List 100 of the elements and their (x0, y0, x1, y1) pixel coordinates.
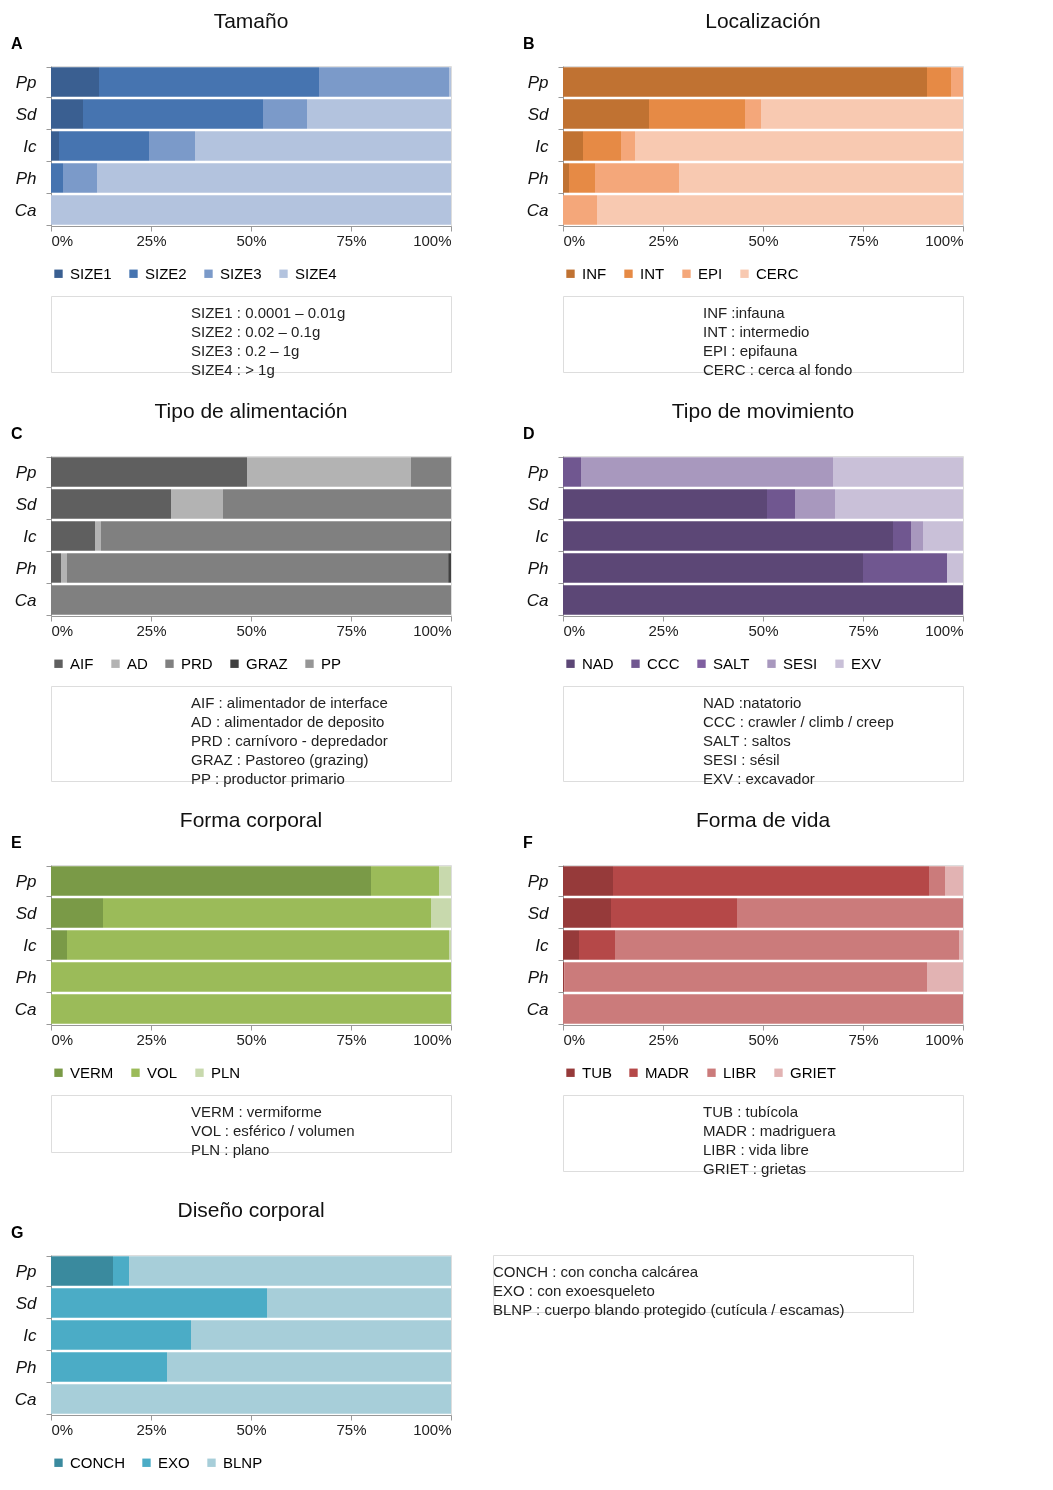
text: AIF : alimentador de interface (191, 693, 388, 711)
text: E (11, 834, 22, 851)
legend-label: VERM (70, 1063, 114, 1081)
legend-label: AD (127, 654, 148, 672)
legend-label: PP (321, 654, 342, 672)
chart-title: Localización (705, 9, 821, 32)
x-tick-label: 75% (336, 621, 367, 639)
legend-label: SESI (783, 654, 818, 672)
y-tick-label: Ic (23, 526, 37, 546)
legend-label: SALT (713, 654, 750, 672)
x-tick-label: 100% (413, 621, 452, 639)
text: CONCH : con concha calcárea (493, 1262, 699, 1280)
y-tick-label: Pp (527, 72, 549, 92)
legend-label: SIZE2 (145, 264, 187, 282)
y-tick-label: Sd (15, 494, 38, 514)
legend-label: BLNP (223, 1453, 263, 1471)
x-tick-label: 0% (51, 621, 74, 639)
text: VERM : vermiforme (191, 1102, 322, 1120)
y-tick-label: Ca (14, 1389, 37, 1409)
chart-title: Forma de vida (695, 808, 831, 831)
legend-label: MADR (645, 1063, 690, 1081)
legend-label: PRD (181, 654, 213, 672)
x-tick-label: 100% (925, 621, 964, 639)
text: VOL : esférico / volumen (191, 1121, 355, 1139)
legend-label: CERC (756, 264, 799, 282)
legend-label: EXO (158, 1453, 190, 1471)
y-tick-label: Ca (14, 590, 37, 610)
legend-label: EPI (698, 264, 723, 282)
x-tick-label: 50% (236, 1420, 267, 1438)
x-tick-label: 25% (648, 231, 679, 249)
x-tick-label: 0% (563, 231, 586, 249)
text: G (11, 1224, 24, 1241)
y-tick-label: Ca (526, 200, 549, 220)
text: TUB : tubícola (703, 1102, 799, 1120)
x-tick-label: 75% (336, 1420, 367, 1438)
text: NAD :natatorio (703, 693, 802, 711)
legend-label: SIZE3 (220, 264, 262, 282)
x-tick-label: 0% (51, 1030, 74, 1048)
y-tick-label: Sd (15, 1293, 38, 1313)
text: D (523, 425, 535, 442)
legend-label: CONCH (70, 1453, 125, 1471)
text: MADR : madriguera (703, 1121, 837, 1139)
text: PLN : plano (191, 1140, 270, 1158)
text: EXO : con exoesqueleto (493, 1281, 655, 1299)
y-tick-label: Sd (527, 494, 550, 514)
chart-title: Tipo de movimiento (671, 399, 855, 422)
text: CERC : cerca al fondo (703, 360, 853, 378)
legend-label: VOL (147, 1063, 178, 1081)
text: SIZE4 : > 1g (191, 360, 275, 378)
y-tick-label: Ic (535, 136, 549, 156)
x-tick-label: 25% (136, 621, 167, 639)
y-tick-label: Ph (15, 967, 37, 987)
y-tick-label: Ic (23, 136, 37, 156)
legend-label: AIF (70, 654, 94, 672)
legend-label: GRIET (790, 1063, 836, 1081)
text: EPI : epifauna (703, 341, 798, 359)
text: INF :infauna (703, 303, 786, 321)
y-tick-label: Ic (535, 935, 549, 955)
text: F (523, 834, 533, 851)
y-tick-label: Ca (526, 999, 549, 1019)
text: LIBR : vida libre (703, 1140, 809, 1158)
legend-label: CCC (647, 654, 680, 672)
text: EXV : excavador (703, 769, 815, 787)
x-tick-label: 50% (236, 231, 267, 249)
x-tick-label: 25% (648, 621, 679, 639)
text: CCC : crawler / climb / creep (703, 712, 894, 730)
y-tick-label: Pp (15, 871, 37, 891)
text: PP : productor primario (191, 769, 345, 787)
x-tick-label: 25% (136, 1420, 167, 1438)
x-tick-label: 25% (648, 1030, 679, 1048)
x-tick-label: 100% (413, 231, 452, 249)
x-tick-label: 50% (236, 621, 267, 639)
text: BLNP : cuerpo blando protegido (cutícula / escamas) (493, 1300, 845, 1318)
x-tick-label: 100% (413, 1030, 452, 1048)
y-tick-label: Ph (15, 1357, 37, 1377)
y-tick-label: Sd (527, 903, 550, 923)
y-tick-label: Sd (527, 104, 550, 124)
y-tick-label: Ca (14, 999, 37, 1019)
y-tick-label: Pp (527, 462, 549, 482)
y-tick-label: Ph (15, 558, 37, 578)
legend-label: LIBR (723, 1063, 757, 1081)
x-tick-label: 100% (925, 1030, 964, 1048)
y-tick-label: Ic (23, 935, 37, 955)
legend-label: PLN (211, 1063, 241, 1081)
text: A (11, 35, 23, 52)
y-tick-label: Pp (15, 72, 37, 92)
y-tick-label: Ca (526, 590, 549, 610)
text: SIZE2 : 0.02 – 0.1g (191, 322, 321, 340)
text: INT : intermedio (703, 322, 810, 340)
text: PRD : carnívoro - depredador (191, 731, 388, 749)
legend-label: EXV (851, 654, 882, 672)
y-tick-label: Pp (15, 1261, 37, 1281)
x-tick-label: 75% (848, 231, 879, 249)
y-tick-label: Ca (14, 200, 37, 220)
chart-title: Forma corporal (179, 808, 323, 831)
text: GRIET : grietas (703, 1159, 807, 1177)
y-tick-label: Ph (527, 967, 549, 987)
y-tick-label: Ic (23, 1325, 37, 1345)
y-tick-label: Sd (15, 104, 38, 124)
chart-title: Tipo de alimentación (154, 399, 348, 422)
